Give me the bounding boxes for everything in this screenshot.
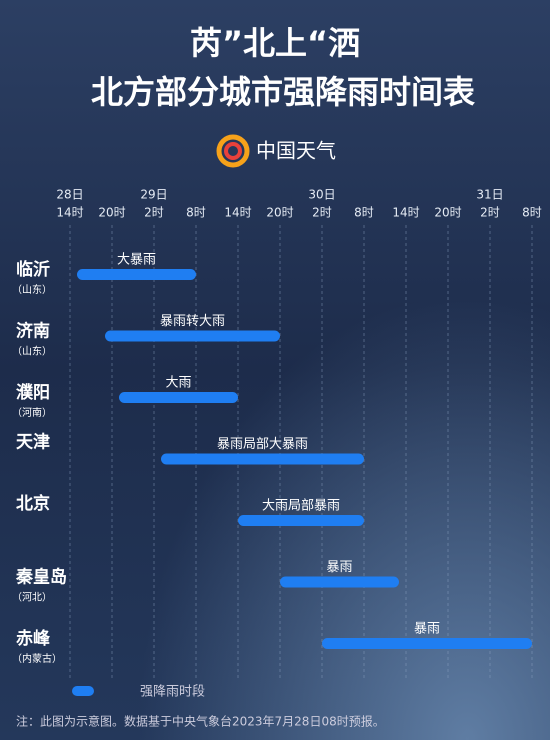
bar-label: 暴雨局部大暴雨 [217,437,308,452]
bar-label: 暴雨转大雨 [160,314,225,329]
bar-label: 大雨 [165,376,191,391]
x-tick-label: 8时 [522,206,542,220]
note: 注：此图为示意图。数据基于中央气象台2023年7月28日08时预报。 [16,714,385,729]
row-sublabel: （山东） [12,283,52,296]
x-tick-label: 8时 [354,206,374,220]
bar-label: 大暴雨 [117,253,156,268]
day-label: 31日 [476,188,503,202]
row-label: 天津 [16,432,50,453]
x-tick-label: 8时 [186,206,206,220]
legend-label: 强降雨时段 [140,685,205,700]
bar-label: 大雨局部暴雨 [262,499,340,514]
legend-swatch [72,686,94,696]
bar-label: 暴雨 [326,560,352,575]
row-sublabel: （河南） [12,406,52,419]
day-label: 29日 [140,188,167,202]
x-tick-label: 20时 [266,206,293,220]
row-label: 济南 [16,321,50,342]
day-label: 30日 [308,188,335,202]
chart-title: 芮”北上“洒 [190,24,360,62]
row-sublabel: （内蒙古） [12,652,62,665]
row-label: 秦皇岛 [16,567,67,588]
row-sublabel: （山东） [12,345,52,358]
row-sublabel: （河北） [12,592,52,604]
x-tick-label: 2时 [144,206,164,220]
bar [105,330,280,342]
x-tick-label: 20时 [434,206,461,220]
bar [161,453,364,465]
row-label: 北京 [16,493,50,514]
row-label: 濮阳 [16,382,50,403]
day-label: 28日 [56,188,83,202]
x-tick-label: 14时 [392,206,419,220]
chart-subtitle: 北方部分城市强降雨时间表 [91,73,475,111]
x-tick-label: 14时 [224,206,251,220]
bar [77,269,196,280]
brand-logo [216,134,250,168]
row-label: 临沂 [16,259,50,280]
x-tick-label: 2时 [480,206,500,220]
x-tick-label: 14时 [56,206,83,220]
x-tick-label: 20时 [98,206,125,220]
row-label: 赤峰 [16,628,51,649]
brand-name: 中国天气 [256,139,336,163]
bar-label: 暴雨 [414,622,440,637]
bar [119,392,238,403]
bar [280,576,399,588]
bar [322,638,532,649]
x-tick-label: 2时 [312,206,332,220]
bar [238,515,364,526]
